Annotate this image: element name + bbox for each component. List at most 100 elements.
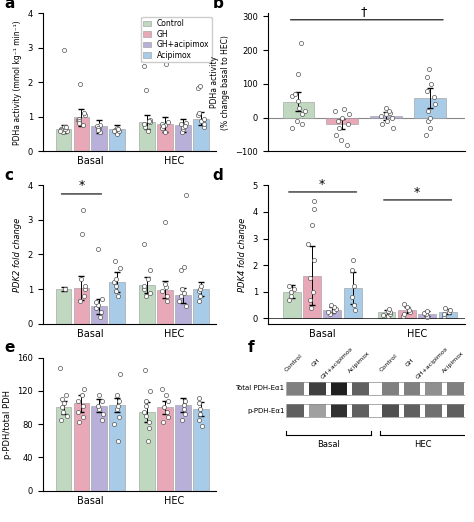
- Bar: [382, 404, 399, 418]
- Text: GH: GH: [310, 357, 321, 367]
- Point: [80, 292, 88, 300]
- Point: [79, 391, 86, 399]
- Point: [81, 285, 89, 293]
- Point: [76, 297, 83, 305]
- Point: [164, 292, 171, 300]
- Point: [95, 391, 102, 399]
- Point: [56, 363, 64, 372]
- Point: [96, 128, 103, 137]
- Point: [343, 140, 350, 149]
- Bar: [193, 289, 209, 324]
- Point: [158, 385, 166, 394]
- Point: [420, 309, 428, 317]
- Point: [57, 125, 65, 133]
- Point: [97, 307, 105, 316]
- Point: [181, 397, 189, 405]
- Point: [158, 124, 166, 132]
- Bar: [331, 382, 347, 395]
- Point: [94, 124, 102, 132]
- Point: [307, 303, 314, 312]
- Point: [310, 288, 317, 296]
- Point: [145, 20, 152, 28]
- Point: [340, 105, 347, 113]
- Point: [181, 263, 188, 271]
- Point: [63, 126, 71, 135]
- Point: [63, 412, 71, 420]
- Text: a: a: [5, 0, 15, 10]
- Point: [161, 121, 169, 129]
- Point: [350, 301, 358, 309]
- Point: [200, 114, 208, 123]
- Point: [112, 287, 119, 295]
- Point: [285, 295, 293, 304]
- Point: [158, 287, 166, 295]
- Text: Control: Control: [284, 352, 304, 372]
- Point: [295, 103, 303, 112]
- Point: [115, 292, 122, 300]
- Point: [115, 397, 123, 405]
- Point: [146, 266, 154, 274]
- Point: [182, 410, 189, 418]
- Point: [113, 391, 120, 399]
- Point: [77, 275, 85, 283]
- Point: [61, 125, 69, 133]
- Point: [294, 69, 302, 78]
- Point: [198, 422, 206, 430]
- Point: [197, 292, 204, 300]
- Point: [377, 112, 384, 120]
- Point: [80, 401, 87, 410]
- Point: [114, 436, 122, 445]
- Point: [113, 405, 120, 413]
- Point: [146, 118, 154, 126]
- Bar: [55, 289, 72, 324]
- Point: [383, 110, 390, 118]
- Bar: [447, 404, 464, 418]
- Bar: [398, 310, 416, 318]
- Point: [287, 288, 295, 296]
- Point: [161, 128, 168, 137]
- Point: [423, 73, 430, 81]
- Y-axis label: PDK4 fold change: PDK4 fold change: [238, 217, 247, 292]
- Point: [113, 130, 121, 138]
- Point: [163, 297, 171, 305]
- Point: [386, 310, 393, 318]
- Point: [142, 401, 150, 410]
- Point: [75, 117, 83, 125]
- Point: [142, 412, 150, 420]
- Bar: [378, 313, 395, 318]
- Point: [177, 120, 184, 128]
- Point: [385, 305, 392, 313]
- Point: [161, 404, 168, 412]
- Point: [332, 130, 340, 139]
- Bar: [283, 292, 301, 318]
- Point: [78, 230, 86, 238]
- Point: [378, 120, 386, 128]
- Text: GH: GH: [405, 357, 415, 367]
- Point: [142, 366, 149, 374]
- Bar: [425, 404, 442, 418]
- Bar: [175, 405, 191, 491]
- Point: [294, 117, 301, 125]
- Bar: [73, 117, 89, 151]
- Y-axis label: PDHa activity
(% change basal to HEC): PDHa activity (% change basal to HEC): [210, 35, 230, 129]
- Point: [179, 123, 187, 132]
- Point: [60, 399, 68, 408]
- Bar: [287, 382, 304, 395]
- Point: [299, 120, 306, 128]
- Point: [423, 87, 431, 95]
- Point: [403, 303, 410, 311]
- Text: *: *: [414, 186, 420, 198]
- Point: [424, 106, 432, 115]
- Point: [422, 310, 429, 318]
- Point: [285, 282, 293, 291]
- Point: [58, 395, 66, 404]
- Point: [142, 86, 149, 94]
- Point: [310, 205, 318, 213]
- Point: [200, 123, 208, 132]
- Point: [76, 80, 84, 88]
- Point: [445, 309, 453, 317]
- Bar: [175, 125, 191, 151]
- Bar: [139, 285, 155, 324]
- Bar: [55, 129, 72, 151]
- Point: [163, 408, 171, 416]
